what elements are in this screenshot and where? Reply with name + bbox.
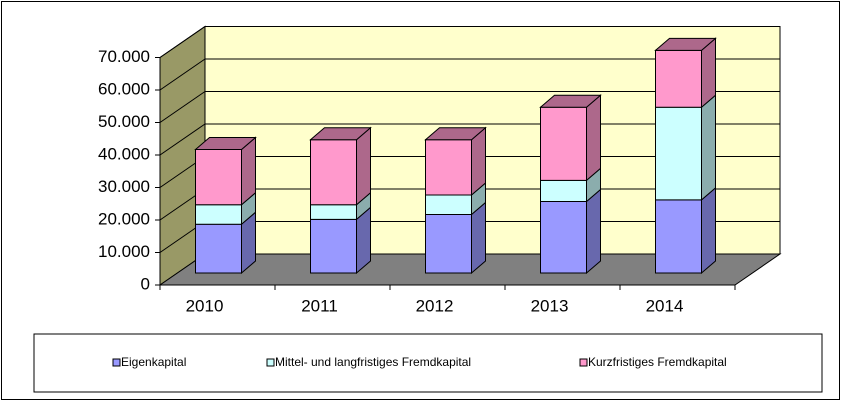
grid-line — [159, 123, 206, 156]
bar-segment — [195, 149, 242, 206]
bar-side — [701, 186, 716, 275]
legend-label: Eigenkapital — [121, 355, 186, 369]
y-tick-label: 70.000 — [98, 47, 150, 66]
bar-segment — [195, 223, 242, 274]
bar-side — [701, 94, 716, 201]
bar-side — [356, 126, 371, 206]
x-tick-label: 2010 — [186, 296, 224, 315]
x-tick-label: 2011 — [301, 296, 338, 315]
bar-top — [424, 127, 487, 141]
y-tick-label: 20.000 — [98, 209, 150, 228]
legend-swatch — [112, 358, 121, 367]
y-tick-label: 60.000 — [98, 79, 150, 98]
y-tick-label: 30.000 — [98, 177, 150, 196]
bar-segment — [540, 201, 587, 274]
legend-label: Kurzfristiges Fremdkapital — [588, 355, 727, 369]
bar-top — [539, 94, 602, 108]
legend-box — [33, 333, 823, 393]
grid-line — [159, 58, 206, 91]
bar-segment — [310, 218, 357, 274]
bar-segment — [655, 49, 702, 108]
y-tick-label: 40.000 — [98, 144, 150, 163]
bar-segment — [655, 106, 702, 201]
y-tick-label: 50.000 — [98, 112, 150, 131]
legend-swatch — [266, 358, 275, 367]
bar-segment — [655, 199, 702, 274]
bar-top — [654, 37, 717, 51]
bar-top — [194, 137, 257, 150]
legend-swatch — [579, 358, 588, 367]
bar-segment — [425, 139, 472, 196]
bar-side — [586, 94, 601, 182]
bar-segment — [425, 194, 472, 215]
y-tick-label: 10.000 — [98, 242, 150, 261]
x-tick-label: 2013 — [531, 296, 569, 315]
bar-segment — [310, 204, 357, 220]
bar-top — [309, 127, 372, 141]
bar-segment — [310, 139, 357, 206]
bar-segment — [195, 204, 242, 225]
y-tick-label: 0 — [141, 274, 150, 293]
grid-line — [159, 91, 206, 123]
bar-segment — [540, 179, 587, 202]
bar-side — [586, 188, 601, 275]
bar-segment — [425, 214, 472, 274]
x-tick-label: 2014 — [646, 296, 684, 315]
x-tick-label: 2012 — [416, 296, 454, 315]
grid-line — [159, 26, 206, 58]
legend-label: Mittel- und langfristiges Fremdkapital — [275, 355, 471, 369]
bar-segment — [540, 106, 587, 181]
